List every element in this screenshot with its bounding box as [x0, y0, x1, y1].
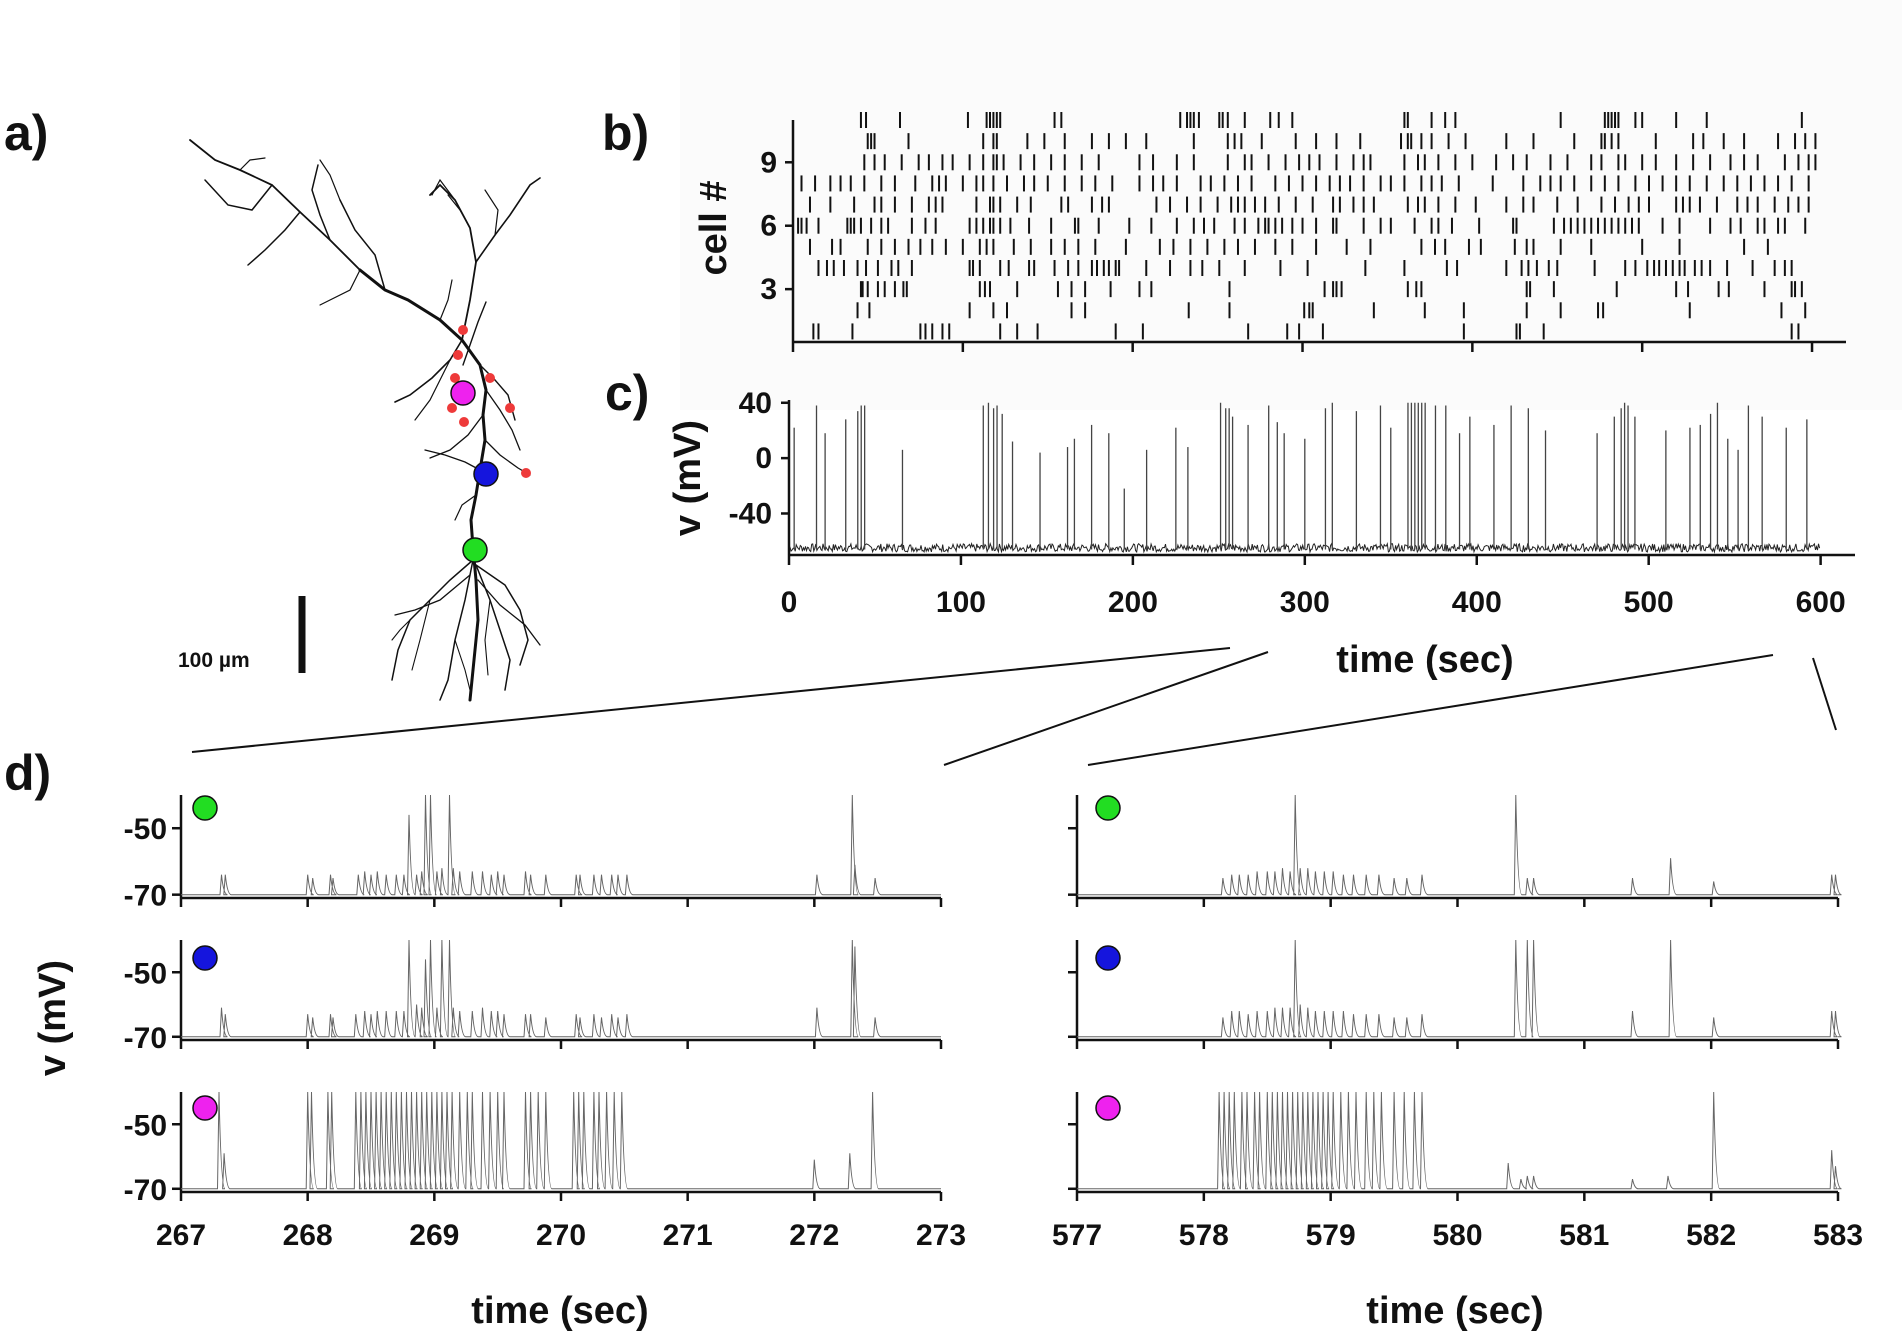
zoom-panel-right: 577 578 579 580 581 582 583 [1052, 794, 1863, 1252]
raster-x-ticks [791, 342, 1814, 352]
zoom-y-tick-label: -70 [124, 1174, 167, 1207]
zoom-trace-green [1077, 794, 1842, 896]
zoom-x-tick-label: 578 [1179, 1219, 1229, 1252]
panel-label-b: b) [602, 105, 649, 161]
raster-y-ticks: 3 6 9 [760, 146, 793, 306]
green-trace-marker [192, 795, 218, 821]
synapse-marker [505, 403, 515, 413]
trace-x-ticks: 0 100 200 300 400 500 600 [781, 555, 1846, 619]
zoom-y-tick-label: -50 [124, 957, 167, 990]
trace-y-tick-label: -40 [729, 497, 772, 530]
zoom-x-tick-label: 582 [1686, 1219, 1736, 1252]
blue-trace-marker [192, 945, 218, 971]
full-voltage-trace [788, 402, 1821, 554]
synapse-marker [459, 417, 469, 427]
synapse-marker [521, 468, 531, 478]
neuron-morphology: 100 µm [178, 139, 541, 702]
trace-x-tick-label: 500 [1624, 586, 1674, 619]
blue-compartment-marker [473, 461, 499, 487]
zoom-y-tick-label: -70 [124, 880, 167, 913]
trace-x-tick-label: 0 [781, 586, 798, 619]
raster-y-axis-title: cell # [693, 180, 735, 275]
green-trace-marker [1095, 795, 1121, 821]
magenta-compartment-marker [450, 380, 476, 406]
zoom-trace-green [181, 794, 941, 896]
raster-y-tick-label: 9 [760, 146, 777, 179]
zoom-x-tick-label: 269 [409, 1219, 459, 1252]
panel-label-c: c) [605, 365, 649, 421]
zoom-x-tick-label: 268 [283, 1219, 333, 1252]
zoom-x-tick-label: 581 [1559, 1219, 1609, 1252]
zoom-y-axis-title: v (mV) [32, 960, 74, 1076]
scale-bar-label: 100 µm [178, 649, 250, 672]
zoom-y-tick-label: -50 [124, 1109, 167, 1142]
panel-label-d: d) [4, 745, 51, 801]
voltage-trace-full: -40 0 40 0 100 200 300 400 500 600 v (mV) time (… [667, 387, 1855, 681]
magenta-trace-marker [1095, 1095, 1121, 1121]
trace-y-tick-label: 40 [739, 387, 772, 420]
trace-x-tick-label: 400 [1452, 586, 1502, 619]
zoom-trace-magenta [181, 1091, 941, 1190]
blue-trace-marker [1095, 945, 1121, 971]
zoom-y-tick-label: -50 [124, 813, 167, 846]
zoom-x-tick-label: 273 [916, 1219, 966, 1252]
raster-y-tick-label: 6 [760, 210, 777, 243]
zoom-trace-magenta [1077, 1091, 1842, 1190]
zoom-left-x-axis-title: time (sec) [471, 1290, 648, 1332]
trace-y-ticks: -40 0 40 [729, 387, 789, 530]
zoom-trace-blue [181, 939, 941, 1038]
synapse-marker [485, 373, 495, 383]
synapse-markers [447, 325, 531, 478]
zoom-line-left-inner [943, 651, 1269, 766]
panel-label-a: a) [4, 105, 48, 161]
magenta-trace-marker [192, 1095, 218, 1121]
dendrite-tree [189, 139, 541, 702]
zoom-x-tick-label: 580 [1432, 1219, 1482, 1252]
zoom-trace-blue [1077, 939, 1842, 1038]
trace-x-tick-label: 100 [936, 586, 986, 619]
zoom-right-x-axis-title: time (sec) [1366, 1290, 1543, 1332]
zoom-x-tick-label: 577 [1052, 1219, 1102, 1252]
zoom-line-right-inner [1087, 654, 1774, 766]
zoom-connectors [191, 647, 1837, 766]
zoom-x-tick-label: 267 [156, 1219, 206, 1252]
raster-marks [797, 112, 1817, 340]
zoom-line-left-outer [191, 647, 1231, 753]
zoom-x-tick-label: 272 [789, 1219, 839, 1252]
synapse-marker [453, 350, 463, 360]
trace-y-axis-title: v (mV) [667, 420, 709, 536]
trace-x-tick-label: 200 [1108, 586, 1158, 619]
zoom-line-right-outer [1812, 657, 1837, 731]
raster-y-tick-label: 3 [760, 273, 777, 306]
raster-plot: 3 6 9 cell # [693, 112, 1846, 352]
synapse-marker [447, 403, 457, 413]
trace-x-tick-label: 300 [1280, 586, 1330, 619]
zoom-x-tick-label: 271 [663, 1219, 713, 1252]
zoom-x-tick-label: 579 [1306, 1219, 1356, 1252]
zoom-panel-left: -50 -70 -50 -70 -50 -70 267 268 269 270 271 272 273 [124, 794, 966, 1252]
zoom-x-tick-label: 583 [1813, 1219, 1863, 1252]
trace-x-axis-title: time (sec) [1336, 639, 1513, 681]
zoom-y-tick-label: -70 [124, 1022, 167, 1055]
synapse-marker [458, 325, 468, 335]
synapse-marker [450, 373, 460, 383]
green-compartment-marker [462, 537, 488, 563]
panel-bc-background [680, 0, 1902, 410]
trace-x-tick-label: 600 [1796, 586, 1846, 619]
zoom-x-tick-label: 270 [536, 1219, 586, 1252]
trace-y-tick-label: 0 [755, 442, 772, 475]
